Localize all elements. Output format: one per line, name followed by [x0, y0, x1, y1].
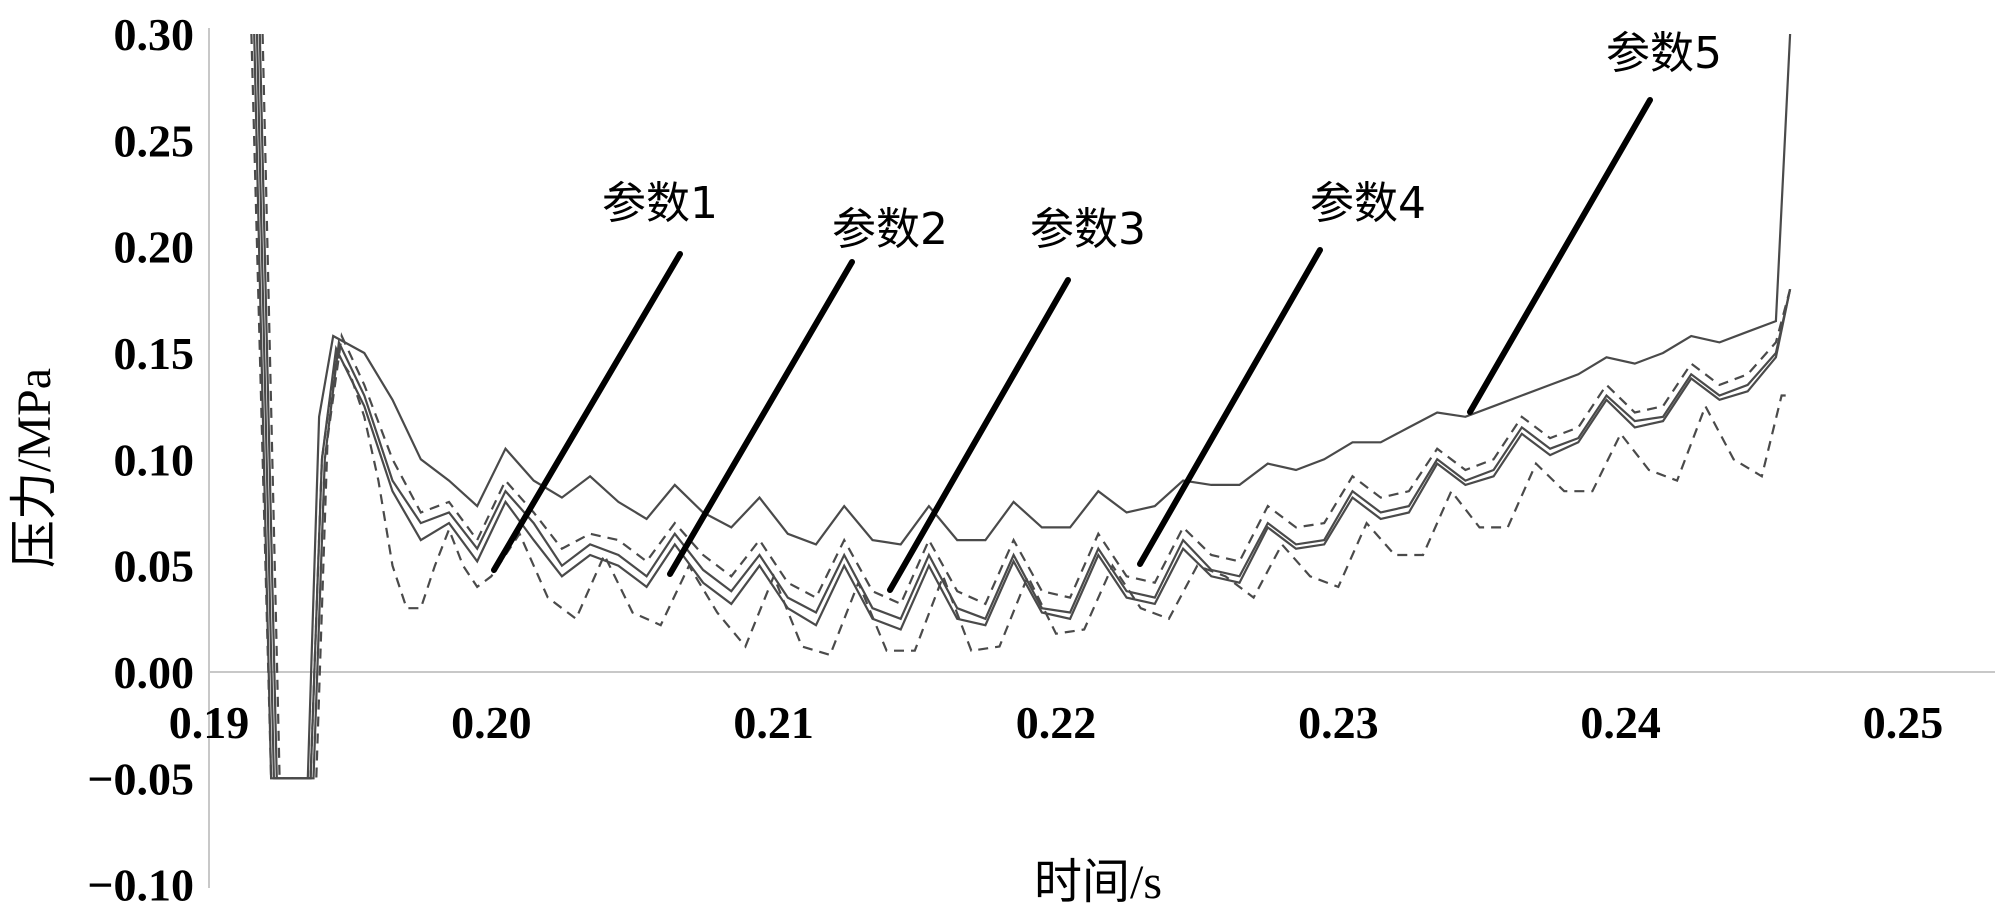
callout-label: 参数2 — [832, 204, 948, 255]
series-line-4 — [255, 33, 1792, 780]
x-tick-label: 0.20 — [451, 697, 532, 748]
y-tick-label: −0.10 — [87, 860, 194, 904]
callouts: 参数1 参数2 参数3 参数4 参数5 — [491, 28, 1722, 593]
y-tick-label: 0.00 — [114, 647, 195, 698]
y-tick-label: 0.20 — [114, 222, 195, 273]
x-tick-label: 0.22 — [1016, 697, 1097, 748]
callout-line — [887, 277, 1071, 593]
series-line-3 — [261, 33, 1792, 780]
series-lines — [250, 33, 1792, 780]
x-tick-label: 0.24 — [1580, 697, 1661, 748]
series-line-2 — [258, 33, 1792, 780]
x-tick-labels: 0.19 0.20 0.21 0.22 0.23 0.24 0.25 — [169, 697, 1944, 748]
callout-label: 参数1 — [602, 178, 718, 229]
callout-label: 参数5 — [1606, 28, 1722, 79]
callout-label: 参数3 — [1030, 204, 1146, 255]
y-tick-label: 0.30 — [114, 9, 195, 60]
axes — [208, 28, 1995, 888]
x-tick-label: 0.19 — [169, 697, 250, 748]
y-tick-label: 0.10 — [114, 434, 195, 485]
x-tick-label: 0.21 — [733, 697, 814, 748]
callout-label: 参数4 — [1310, 178, 1426, 229]
y-tick-label: 0.15 — [114, 328, 195, 379]
series-line-1 — [250, 33, 1791, 780]
y-tick-labels: 0.30 0.25 0.20 0.15 0.10 0.05 0.00 −0.05 −0.10 — [87, 9, 194, 904]
x-tick-label: 0.23 — [1298, 697, 1379, 748]
callout-line — [667, 259, 855, 577]
y-tick-label: 0.05 — [114, 541, 195, 592]
callout-line — [1137, 247, 1323, 567]
x-axis-title: 时间/s — [1034, 856, 1162, 904]
y-axis-title: 压力/MPa — [8, 368, 61, 568]
series-line-5 — [253, 33, 1792, 780]
callout-line — [491, 251, 683, 573]
callout-line — [1467, 97, 1653, 415]
x-tick-label: 0.25 — [1863, 697, 1944, 748]
y-tick-label: 0.25 — [114, 115, 195, 166]
y-tick-label: −0.05 — [87, 753, 194, 804]
